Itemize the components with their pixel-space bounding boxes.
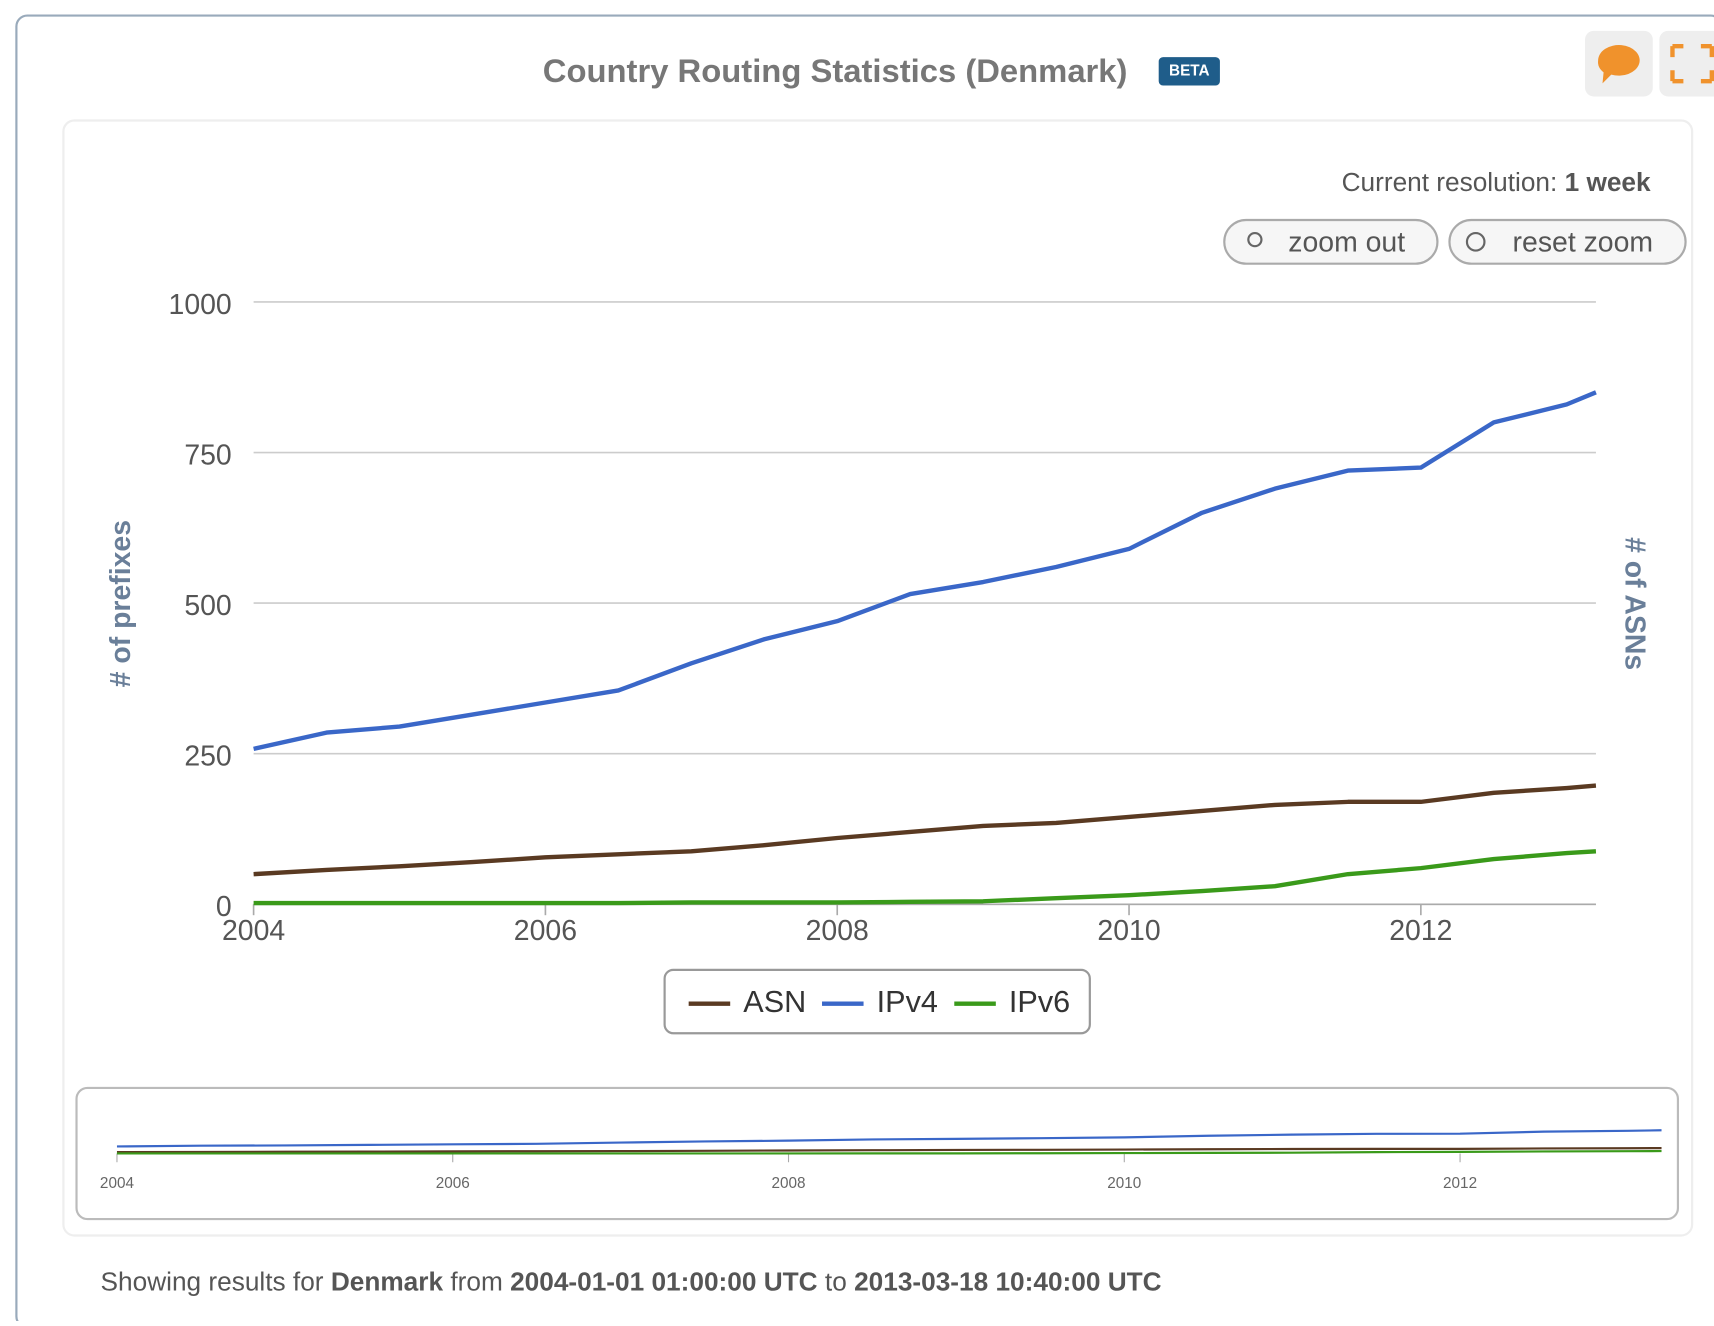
legend-label[interactable]: ASN <box>743 985 806 1019</box>
zoom-icon <box>1247 231 1263 248</box>
footer-prefix: Showing results for <box>101 1266 324 1296</box>
navigator-tick-label: 2010 <box>1107 1175 1141 1192</box>
widget-title: Country Routing Statistics (Denmark) <box>543 52 1128 89</box>
y-tick-label: 0 <box>216 891 232 923</box>
footer: Showing results for Denmark from 2004-01… <box>101 1266 1162 1296</box>
x-tick-label: 2012 <box>1389 915 1452 947</box>
y-tick-label: 1000 <box>169 289 232 321</box>
y2-axis-label: # of ASNs <box>1619 537 1651 670</box>
footer-end: 2013-03-18 10:40:00 UTC <box>854 1266 1162 1296</box>
series-line <box>253 849 1597 906</box>
legend <box>663 968 1091 1035</box>
reset-zoom-button[interactable] <box>1448 218 1687 265</box>
resolution-label: Current resolution: <box>1342 167 1558 197</box>
beta-badge <box>1158 57 1220 86</box>
beta-text: BETA <box>1169 62 1210 79</box>
legend-label[interactable]: IPv4 <box>877 985 938 1019</box>
series-line <box>253 390 1597 752</box>
y-tick-label: 250 <box>184 741 231 773</box>
series-line <box>253 783 1597 877</box>
reset-zoom-label: reset zoom <box>1513 227 1654 259</box>
y-tick-label: 750 <box>184 439 231 471</box>
reset-icon <box>1465 232 1486 252</box>
comment-icon <box>1598 45 1640 84</box>
y-axis-label: # of prefixes <box>105 520 137 687</box>
x-tick-label: 2004 <box>222 915 285 947</box>
resolution: Current resolution: 1 week <box>1342 167 1651 197</box>
navigator-tick-label: 2008 <box>771 1175 805 1192</box>
footer-from: from <box>450 1266 502 1296</box>
chart-panel <box>62 119 1694 1237</box>
footer-start: 2004-01-01 01:00:00 UTC <box>510 1266 818 1296</box>
x-tick-label: 2010 <box>1097 915 1160 947</box>
resolution-value: 1 week <box>1565 167 1651 197</box>
x-tick-label: 2006 <box>514 915 577 947</box>
navigator-line <box>116 1129 1662 1148</box>
x-tick-label: 2008 <box>806 915 869 947</box>
navigator-line <box>116 1147 1662 1154</box>
zoom-out-button[interactable] <box>1223 218 1439 265</box>
navigator-tick-label: 2006 <box>436 1175 470 1192</box>
footer-to: to <box>825 1266 847 1296</box>
zoom-out-label: zoom out <box>1288 227 1405 259</box>
navigator-line <box>116 1149 1662 1155</box>
navigator-tick-label: 2004 <box>100 1175 135 1192</box>
navigator-tick-label: 2012 <box>1443 1175 1477 1192</box>
y-tick-label: 500 <box>184 590 231 622</box>
legend-label[interactable]: IPv6 <box>1009 985 1070 1019</box>
expand-button[interactable] <box>1659 30 1714 97</box>
expand-icon <box>1670 43 1714 84</box>
footer-country: Denmark <box>331 1266 444 1296</box>
